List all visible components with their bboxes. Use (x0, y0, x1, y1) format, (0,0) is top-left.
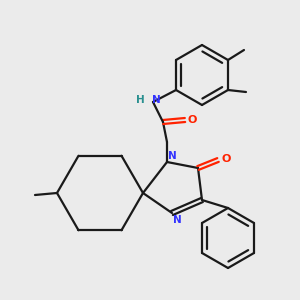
Text: O: O (188, 115, 197, 125)
Text: O: O (221, 154, 230, 164)
Text: N: N (173, 215, 182, 225)
Text: H: H (136, 95, 145, 105)
Text: N: N (168, 151, 177, 161)
Text: N: N (152, 95, 161, 105)
